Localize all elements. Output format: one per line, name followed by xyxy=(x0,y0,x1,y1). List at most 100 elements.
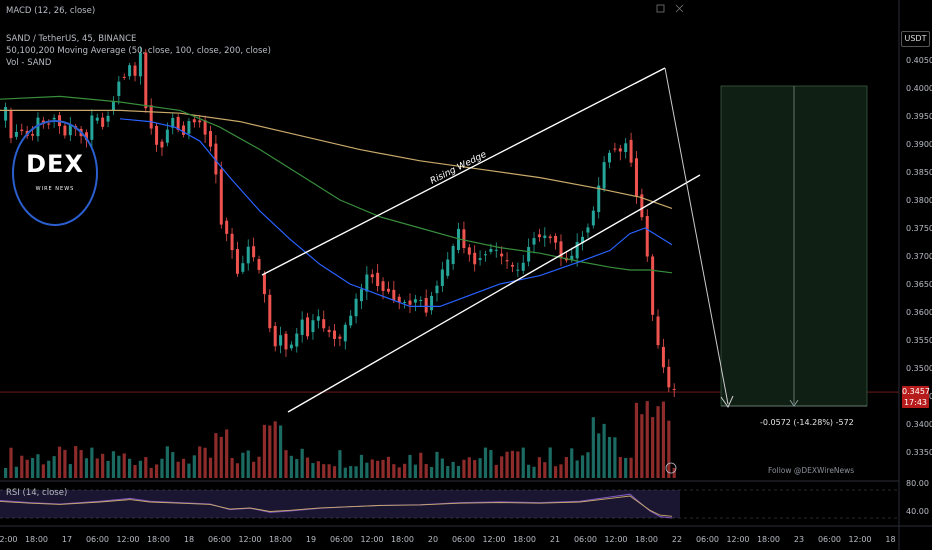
candle-body xyxy=(543,235,547,238)
volume-bar xyxy=(284,450,288,478)
logo-sub-text: WIRE NEWS xyxy=(35,186,75,192)
candle-body xyxy=(397,296,401,303)
measure-arrow-head xyxy=(789,399,799,407)
volume-bar xyxy=(359,454,364,478)
volume-bar xyxy=(138,460,142,478)
price-tick-label: 0.4050 xyxy=(906,56,932,65)
candle-body xyxy=(376,272,380,286)
volume-bar xyxy=(462,459,466,478)
symbol-legend[interactable]: SAND / TetherUS, 45, BINANCE xyxy=(6,34,137,44)
volume-bar xyxy=(36,454,40,478)
volume-bar xyxy=(111,451,116,478)
last-price-value: 0.3457 xyxy=(902,387,930,396)
alert-icon xyxy=(665,462,677,474)
rsi-band xyxy=(0,490,680,518)
candle-body xyxy=(516,269,520,271)
volume-bar xyxy=(176,461,180,478)
volume-legend[interactable]: Vol - SAND xyxy=(6,58,52,68)
candle-body xyxy=(230,233,234,251)
volume-bar xyxy=(327,464,331,478)
currency-scale-button[interactable]: USDT xyxy=(901,31,930,47)
candle-body xyxy=(392,289,396,301)
candle-body xyxy=(235,249,239,274)
candle-body xyxy=(640,194,644,218)
candle-body xyxy=(306,317,310,337)
volume-bar xyxy=(47,460,51,478)
candle-body xyxy=(182,125,186,135)
time-tick-label: 18:00 xyxy=(757,535,780,544)
candle-body xyxy=(365,274,369,292)
volume-bar xyxy=(41,464,45,478)
candle-body xyxy=(268,294,272,329)
candle-body xyxy=(52,117,56,120)
volume-bar xyxy=(424,463,428,478)
candle-body xyxy=(338,336,342,339)
volume-bar xyxy=(252,461,256,478)
candle-body xyxy=(527,246,531,262)
candle-body xyxy=(608,152,612,163)
volume-bar xyxy=(278,425,283,478)
candle-body xyxy=(354,298,358,317)
price-tick-label: 0.4000 xyxy=(906,84,932,93)
candle-body xyxy=(381,281,385,291)
price-tick-label: 0.3850 xyxy=(906,168,932,177)
time-tick-label: 12:00 xyxy=(116,535,139,544)
time-tick-label: 18:00 xyxy=(269,535,292,544)
candle-body xyxy=(645,216,649,257)
volume-bar xyxy=(597,433,601,478)
wedge-upper-line xyxy=(261,67,666,276)
price-tick-label: 0.3950 xyxy=(906,112,932,121)
volume-bar xyxy=(289,455,293,478)
candle-body xyxy=(208,131,212,147)
measure-label: -0.0572 (-14.28%) -572 xyxy=(760,418,854,427)
volume-bar xyxy=(591,417,595,478)
projection-arrow xyxy=(664,67,729,405)
candle-body xyxy=(494,249,498,251)
close-icon xyxy=(675,4,684,13)
candle-body xyxy=(597,185,601,213)
volume-bar xyxy=(532,466,536,478)
candle-body xyxy=(457,228,461,250)
candle-body xyxy=(327,329,331,333)
candle-body xyxy=(451,246,455,265)
time-tick-label: 22 xyxy=(672,535,682,544)
time-tick-label: 18:00 xyxy=(391,535,414,544)
time-tick-label: 06:00 xyxy=(86,535,109,544)
price-tick-label: 0.3550 xyxy=(906,336,932,345)
volume-bar xyxy=(645,401,649,478)
candle-body xyxy=(117,81,121,96)
volume-bar xyxy=(413,464,417,478)
candle-body xyxy=(144,52,148,109)
volume-bar xyxy=(208,457,213,478)
moving-average-legend[interactable]: 50,100,200 Moving Average (50, close, 10… xyxy=(6,46,271,56)
candle-body xyxy=(672,388,676,390)
macd-legend[interactable]: MACD (12, 26, close) xyxy=(6,6,96,16)
maximize-icon xyxy=(656,4,665,13)
volume-bar xyxy=(494,464,498,478)
candle-body xyxy=(257,259,261,270)
time-tick-label: 06:00 xyxy=(574,535,597,544)
rsi-legend[interactable]: RSI (14, close) xyxy=(6,488,68,498)
volume-bar xyxy=(84,458,89,478)
candle-body xyxy=(20,129,24,132)
volume-bar xyxy=(640,414,644,478)
price-tick-label: 0.3800 xyxy=(906,196,932,205)
time-tick-label: 18 xyxy=(885,535,895,544)
volume-bar xyxy=(667,420,671,478)
watermark: Follow @DEXWireNews xyxy=(768,466,855,475)
volume-bar xyxy=(651,417,655,478)
candle-body xyxy=(575,241,579,259)
volume-bar xyxy=(268,425,272,478)
volume-bar xyxy=(543,462,547,478)
dex-logo: DEX WIRE NEWS xyxy=(12,120,98,226)
candle-body xyxy=(14,131,18,137)
volume-bar xyxy=(338,450,342,478)
time-tick-label: 06:00 xyxy=(818,535,841,544)
volume-bar xyxy=(25,459,29,478)
candle-body xyxy=(359,289,363,302)
candle-body xyxy=(149,105,153,129)
volume-bar xyxy=(295,459,299,478)
volume-bar xyxy=(354,466,358,478)
